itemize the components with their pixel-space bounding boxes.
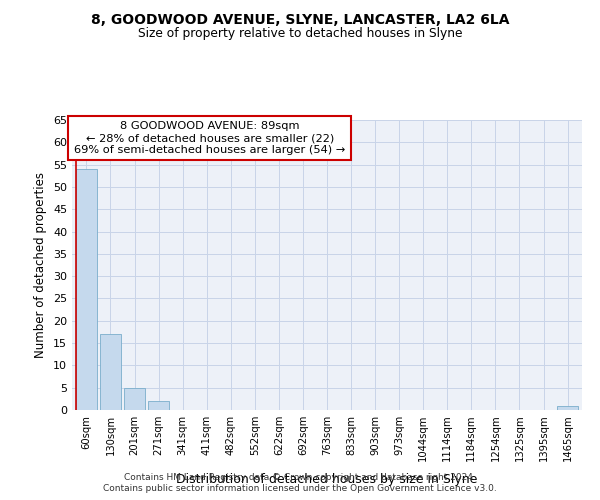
Text: Contains HM Land Registry data © Crown copyright and database right 2024.: Contains HM Land Registry data © Crown c…: [124, 472, 476, 482]
Bar: [100, 334, 121, 410]
Text: Contains public sector information licensed under the Open Government Licence v3: Contains public sector information licen…: [103, 484, 497, 493]
Bar: [76, 169, 97, 410]
Text: 8 GOODWOOD AVENUE: 89sqm
← 28% of detached houses are smaller (22)
69% of semi-d: 8 GOODWOOD AVENUE: 89sqm ← 28% of detach…: [74, 122, 346, 154]
Bar: [148, 401, 169, 410]
Bar: [124, 388, 145, 410]
Y-axis label: Number of detached properties: Number of detached properties: [34, 172, 47, 358]
Text: Size of property relative to detached houses in Slyne: Size of property relative to detached ho…: [138, 28, 462, 40]
Bar: [557, 406, 578, 410]
Text: 8, GOODWOOD AVENUE, SLYNE, LANCASTER, LA2 6LA: 8, GOODWOOD AVENUE, SLYNE, LANCASTER, LA…: [91, 12, 509, 26]
X-axis label: Distribution of detached houses by size in Slyne: Distribution of detached houses by size …: [176, 472, 478, 486]
